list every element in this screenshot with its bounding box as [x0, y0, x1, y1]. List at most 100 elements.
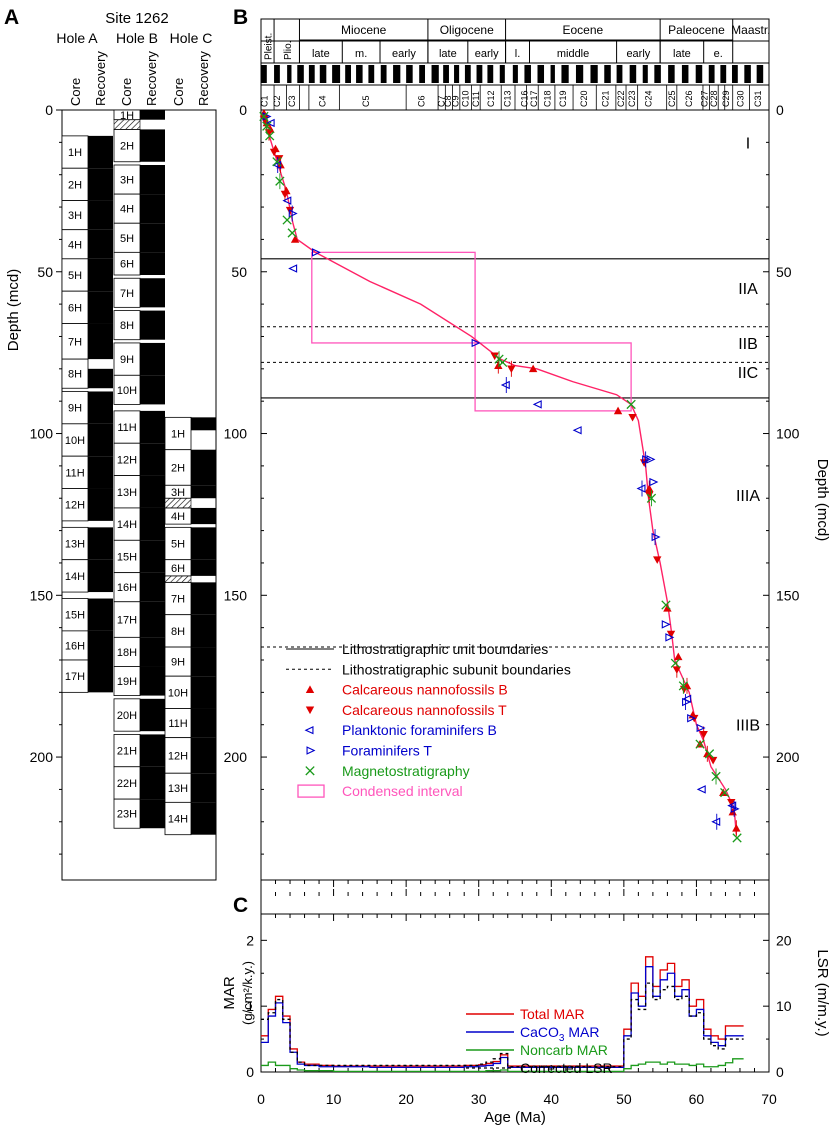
legend-label: Calcareous nannofossils B [342, 682, 508, 698]
legend-label: Condensed interval [342, 783, 463, 799]
left-ytick-label: 0 [239, 102, 247, 118]
left-ytick-label: 50 [231, 264, 247, 280]
core-label: 4H [68, 239, 82, 251]
mar-frame [260, 913, 770, 1073]
foraminifer-top-point [687, 714, 697, 723]
core-box [113, 342, 141, 376]
unit-label: IIC [738, 365, 758, 382]
chron-label: C9 [450, 95, 460, 107]
cross-stroke [678, 681, 689, 691]
recovery-bar [191, 582, 216, 615]
nannofossil-base-point [674, 652, 683, 661]
foraminifer-base-point [711, 817, 721, 826]
polarity-normal-band [368, 65, 375, 83]
foraminifer-top-point [646, 455, 656, 464]
age-depth-right-axis: 0 50 100 150 200 [776, 102, 800, 765]
cross-stroke [732, 833, 742, 843]
core-label: 10H [168, 687, 188, 699]
core-label: 14H [65, 571, 85, 583]
unit-label: IIB [738, 336, 758, 353]
polarity-normal-band [695, 65, 703, 83]
magnetostratigraphy-point [732, 833, 742, 843]
core-label: 16H [117, 582, 137, 594]
core-box [61, 598, 89, 632]
polarity-normal-band [575, 65, 584, 83]
magnetostratigraphy-point [262, 121, 272, 131]
legend-swatch [297, 784, 325, 798]
foraminifer-top-point [730, 804, 740, 814]
series-line-noncarb-mar [261, 1058, 744, 1072]
recovery-bar [88, 368, 113, 389]
core-label: 12H [168, 750, 188, 762]
site-ytick-label: 50 [37, 264, 53, 280]
xtick-label: 40 [543, 1091, 559, 1107]
epoch-label: Oligocene [440, 23, 494, 37]
recovery-bar [140, 110, 165, 120]
chron-label: C2 [272, 95, 282, 107]
core-box [61, 559, 89, 593]
nannofossil-top-point [653, 556, 662, 564]
subepoch-label: e. [714, 48, 723, 60]
nannofossil-base-point [663, 604, 672, 612]
core-box [113, 129, 141, 163]
polarity-normal-band [332, 65, 341, 83]
magnetostratigraphy-point [275, 176, 285, 186]
polarity-normal-band [744, 65, 751, 83]
polarity-normal-band [319, 65, 327, 83]
core-label: 6H [120, 259, 134, 271]
right-ytick-label: 100 [776, 426, 800, 442]
chron-label: C24 [644, 90, 654, 107]
legend-total-mar: Total MAR [520, 1006, 585, 1022]
legend-caco3-mar: CaCO3 MAR [520, 1024, 599, 1044]
core-box [113, 766, 141, 800]
hole-b-core-header: Core [119, 78, 134, 106]
core-label: 11H [168, 718, 187, 730]
recovery-bar [88, 291, 113, 324]
polarity-normal-band [454, 65, 460, 83]
magnetostratigraphy-point [678, 681, 689, 691]
recovery-bar [140, 572, 165, 602]
core-label: 4H [120, 204, 134, 216]
series-line-total-mar [261, 956, 744, 1067]
subepoch-label: middle [557, 48, 589, 60]
subepoch-label: late [673, 48, 691, 60]
core-label: 8H [68, 369, 82, 381]
recovery-bar [140, 734, 165, 767]
column-headers: Core Recovery Core Recovery Core Recover… [68, 51, 211, 106]
core-label: 1H [120, 110, 134, 122]
core-label: 1H [171, 429, 185, 441]
recovery-bar [88, 630, 113, 660]
polarity-normal-band [431, 65, 439, 83]
cross-stroke [626, 399, 636, 410]
nannofossil-top-point [280, 190, 290, 199]
foraminifer-base-point [500, 380, 510, 390]
core-label: 3H [68, 210, 82, 222]
right-ytick-label: 10 [776, 998, 792, 1014]
site-depth-label: Depth (mcd) [5, 269, 22, 352]
core-label: 3H [171, 487, 185, 499]
site-depth-axis: 0 50 100 150 200 [30, 102, 62, 855]
core-box [164, 708, 192, 739]
core-box [61, 167, 89, 201]
subepoch-label: l. [515, 48, 521, 60]
recovery-bar [140, 698, 165, 732]
xtick-label: 60 [689, 1091, 705, 1107]
polarity-normal-band [419, 65, 426, 83]
chron-label: C12 [486, 90, 496, 107]
core-box [113, 277, 141, 308]
right-ytick-label: 0 [776, 102, 784, 118]
polarity-normal-band [668, 65, 675, 83]
polarity-normal-band [524, 65, 531, 83]
legend-swatch [305, 685, 315, 693]
mar-ylabel-unit: (g/cm²/k.y.) [240, 961, 255, 1025]
core-box [61, 358, 89, 389]
cross-stroke [287, 228, 297, 238]
recovery-bar [140, 342, 165, 376]
polarity-normal-band [537, 65, 545, 83]
chron-label: C5 [361, 95, 371, 107]
core-label: 10H [65, 435, 85, 447]
core-box [164, 526, 192, 561]
foraminifer-top-point [471, 338, 481, 348]
polarity-normal-band [731, 65, 738, 83]
legend-label: Foraminifers T [342, 743, 432, 759]
